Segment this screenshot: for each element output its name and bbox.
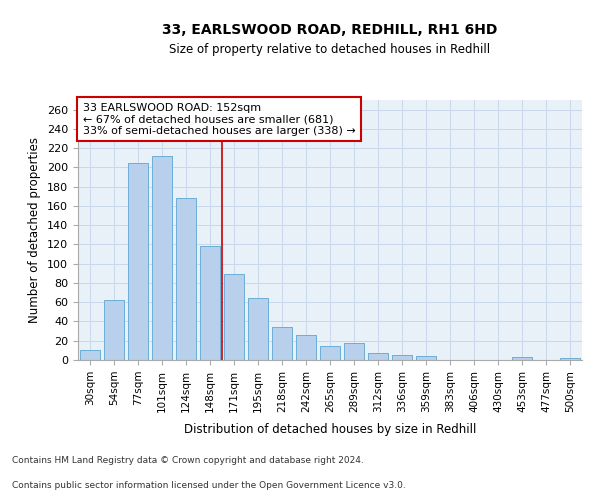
Text: 33, EARLSWOOD ROAD, REDHILL, RH1 6HD: 33, EARLSWOOD ROAD, REDHILL, RH1 6HD xyxy=(163,22,497,36)
Bar xyxy=(272,328,292,360)
Text: Size of property relative to detached houses in Redhill: Size of property relative to detached ho… xyxy=(169,42,491,56)
Text: Contains public sector information licensed under the Open Government Licence v3: Contains public sector information licen… xyxy=(12,481,406,490)
Bar xyxy=(320,346,340,360)
Bar xyxy=(152,156,172,360)
Bar xyxy=(176,198,196,360)
Bar xyxy=(296,335,316,360)
Bar xyxy=(512,357,532,360)
Bar xyxy=(248,298,268,360)
Bar xyxy=(344,342,364,360)
Bar xyxy=(368,354,388,360)
Bar xyxy=(392,355,412,360)
Text: Contains HM Land Registry data © Crown copyright and database right 2024.: Contains HM Land Registry data © Crown c… xyxy=(12,456,364,465)
Bar xyxy=(104,300,124,360)
Text: 33 EARLSWOOD ROAD: 152sqm
← 67% of detached houses are smaller (681)
33% of semi: 33 EARLSWOOD ROAD: 152sqm ← 67% of detac… xyxy=(83,102,356,136)
Bar xyxy=(224,274,244,360)
Bar xyxy=(80,350,100,360)
Bar xyxy=(416,356,436,360)
Text: Distribution of detached houses by size in Redhill: Distribution of detached houses by size … xyxy=(184,422,476,436)
Bar xyxy=(128,162,148,360)
Y-axis label: Number of detached properties: Number of detached properties xyxy=(28,137,41,323)
Bar xyxy=(560,358,580,360)
Bar xyxy=(200,246,220,360)
